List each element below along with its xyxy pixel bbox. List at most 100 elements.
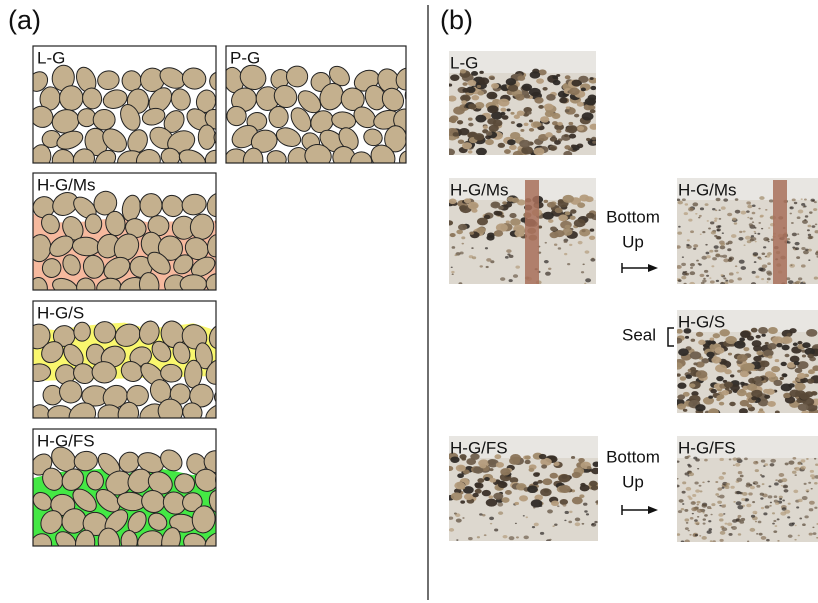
pebble (801, 463, 803, 464)
pebble (731, 526, 737, 530)
pebble (702, 231, 705, 233)
pebble (694, 481, 698, 484)
pebble (775, 411, 780, 414)
pebble (688, 219, 692, 222)
pebble (769, 505, 772, 507)
pebble (740, 400, 749, 406)
pebble (731, 234, 737, 238)
pebble (581, 271, 584, 273)
pebble (752, 221, 754, 223)
pebble (452, 274, 454, 276)
pebble (468, 150, 473, 153)
pebble (466, 458, 476, 465)
pebble (759, 533, 763, 536)
pebble (756, 533, 758, 535)
pebble (569, 88, 580, 96)
pebble (682, 503, 684, 505)
pebble (753, 252, 759, 256)
pebble (755, 275, 759, 278)
pebble (676, 373, 681, 376)
pebble (448, 83, 453, 86)
pebble (571, 80, 581, 87)
pebble (511, 121, 515, 124)
pebble (688, 530, 690, 532)
pebble (550, 473, 558, 479)
pebble (681, 276, 686, 280)
pebble (756, 485, 760, 488)
pebble (785, 354, 790, 357)
pebble (462, 142, 472, 149)
pebble (563, 195, 574, 203)
pebble (801, 459, 806, 462)
pebble (540, 488, 552, 496)
pebble (501, 497, 509, 503)
pebble (760, 497, 763, 499)
pebble (712, 540, 715, 542)
pebble (717, 229, 720, 231)
pebble (692, 513, 694, 514)
pebble (789, 206, 793, 209)
pebble (702, 504, 708, 508)
photo-label: H-G/FS (450, 438, 508, 457)
pebble (489, 468, 493, 471)
pebble (725, 280, 728, 282)
pebble (804, 515, 808, 518)
pebble (739, 260, 745, 264)
pebble (695, 521, 700, 525)
pebble (813, 208, 817, 211)
gravel (59, 85, 84, 111)
pebble (567, 263, 570, 265)
pebble (520, 129, 524, 132)
pebble (509, 213, 516, 218)
pebble (547, 509, 553, 513)
pebble (544, 260, 549, 263)
pebble (592, 141, 596, 144)
pebble (792, 471, 797, 474)
pebble (752, 212, 756, 215)
pebble (768, 355, 773, 358)
pebble (781, 485, 783, 486)
pebble (565, 75, 571, 79)
pebble (792, 233, 797, 237)
pebble (767, 401, 775, 407)
pebble (677, 231, 682, 234)
box-label: L-G (37, 48, 65, 67)
pebble (697, 509, 703, 513)
pebble (693, 362, 697, 365)
pebble (568, 122, 573, 125)
pebble (797, 233, 799, 234)
pebble (754, 227, 756, 229)
pebble (464, 493, 473, 500)
pebble (809, 211, 812, 213)
pebble (719, 495, 725, 499)
pebble (690, 517, 694, 520)
gravel (214, 509, 245, 540)
pebble (751, 515, 755, 518)
pebble (572, 472, 581, 478)
pebble (574, 114, 579, 118)
pebble (546, 94, 556, 101)
pebble (807, 229, 810, 231)
pebble (719, 505, 721, 507)
pebble (557, 505, 560, 507)
pebble (490, 77, 495, 80)
pebble (595, 500, 600, 504)
pebble (475, 483, 484, 489)
pebble (756, 351, 763, 356)
pebble (724, 504, 726, 505)
pebble (672, 362, 683, 369)
pebble (468, 123, 473, 127)
pebble (682, 256, 684, 258)
pebble (738, 237, 743, 241)
pebble (688, 465, 692, 468)
pebble (744, 244, 746, 245)
pebble (763, 246, 766, 248)
pebble (582, 263, 584, 265)
pebble (773, 530, 777, 533)
pebble (699, 215, 702, 217)
pebble (510, 112, 514, 115)
pebble (781, 336, 792, 344)
pebble (509, 536, 515, 540)
pebble (542, 478, 552, 485)
pebble (760, 215, 763, 217)
